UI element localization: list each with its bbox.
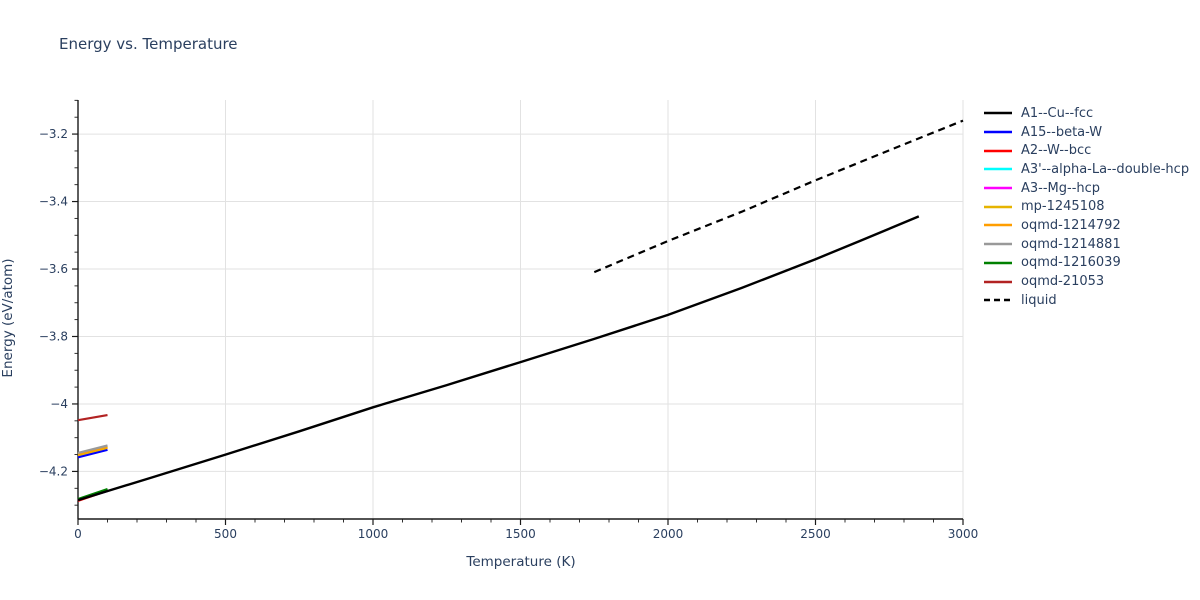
legend-swatch-line [984,205,1012,209]
x-tick-label: 3000 [948,527,979,541]
legend-swatch-line [984,186,1012,190]
legend-swatch-line [984,261,1012,265]
legend-item: oqmd-21053 [983,272,1189,291]
x-axis-label: Temperature (K) [466,554,576,570]
y-tick-label: −3.4 [39,195,68,209]
legend-item: oqmd-1214881 [983,235,1189,254]
legend-label: A3'--alpha-La--double-hcp [1021,161,1190,177]
x-tick-label: 500 [214,527,237,541]
series-oqmd-1214792 [77,445,108,456]
legend-label: A3--Mg--hcp [1021,180,1101,196]
legend-item: A2--W--bcc [983,141,1189,160]
series-liquid [593,119,964,274]
legend-swatch-line [984,130,1012,134]
legend: A1--Cu--fcc A15--beta-W A2--W--bcc A3'--alp… [983,104,1189,310]
legend-label: A2--W--bcc [1021,143,1092,159]
legend-label: oqmd-1214792 [1021,217,1121,233]
series [77,119,964,502]
x-tick-label: 0 [74,527,82,541]
x-tick-label: 2000 [653,527,684,541]
x-tick-label: 1500 [505,527,536,541]
legend-label: oqmd-1214881 [1021,236,1121,252]
series-oqmd-21053 [77,414,108,422]
legend-item: A15--beta-W [983,123,1189,142]
y-axis-label: Energy (eV/atom) [0,258,16,378]
legend-item: liquid [983,291,1189,310]
y-axis-ticks: −3.2 −3.4 −3.6 −3.8 −4 −4.2 [39,127,78,478]
y-tick-label: −3.6 [39,262,68,276]
y-tick-label: −3.8 [39,329,68,343]
legend-label: oqmd-21053 [1021,274,1105,290]
legend-swatch-line [984,242,1012,246]
x-tick-label: 2500 [800,527,831,541]
y-tick-label: −4.2 [39,464,68,478]
legend-item: A1--Cu--fcc [983,104,1189,123]
legend-item: oqmd-1216039 [983,254,1189,273]
minor-ticks [74,99,934,523]
legend-swatch-line [984,298,1012,302]
legend-swatch-line [984,149,1012,152]
x-tick-label: 1000 [358,527,389,541]
legend-label: A15--beta-W [1021,124,1103,140]
legend-item: A3--Mg--hcp [983,179,1189,198]
legend-swatch-line [984,224,1012,227]
legend-swatch-line [984,112,1012,115]
series-oqmd-1214881 [77,444,108,454]
legend-item: mp-1245108 [983,197,1189,216]
legend-label: oqmd-1216039 [1021,255,1121,271]
axis-spines [77,100,963,520]
legend-swatch-line [984,168,1012,171]
series-A1--Cu--fcc [77,215,920,502]
legend-swatch-line [984,280,1012,283]
series-A15--beta-W [77,448,108,459]
legend-item: A3'--alpha-La--double-hcp [983,160,1189,179]
legend-label: liquid [1021,292,1057,308]
y-tick-label: −3.2 [39,127,68,141]
gridlines [78,100,964,519]
y-tick-label: −4 [50,397,68,411]
legend-item: oqmd-1214792 [983,216,1189,235]
x-axis-ticks: 0 500 1000 1500 2000 2500 3000 [74,519,978,541]
legend-label: mp-1245108 [1021,199,1105,215]
chart-title: Energy vs. Temperature [59,35,238,53]
legend-label: A1--Cu--fcc [1021,105,1094,121]
